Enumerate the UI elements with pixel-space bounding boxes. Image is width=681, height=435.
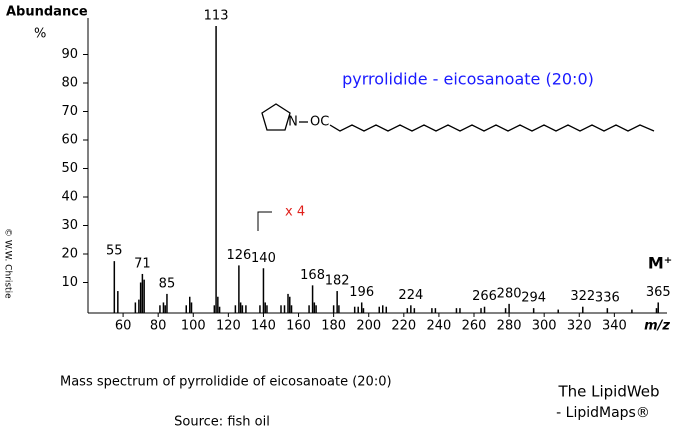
x-tick-label: 280 [497,319,522,334]
x-tick-label: 200 [356,319,381,334]
peak-label: 168 [300,268,325,283]
peak-label: 113 [204,9,229,24]
peak-label: 322 [570,289,595,304]
y-axis-unit: % [34,27,46,42]
peak-label: 280 [497,286,522,301]
y-tick-label: 30 [61,218,78,233]
peak-label: 266 [472,289,497,304]
y-tick-label: 90 [61,47,78,62]
x-tick-label: 120 [216,319,241,334]
source: Source: fish oil [174,415,270,430]
y-tick-label: 60 [61,133,78,148]
caption: Mass spectrum of pyrrolidide of eicosano… [60,375,392,390]
peak-label: 336 [595,291,620,306]
structure-atom: OC [310,115,329,130]
peak-label: 55 [106,244,123,259]
x-tick-label: 220 [391,319,416,334]
structure-atom: N [288,115,298,130]
y-tick-label: 50 [61,161,78,176]
x-tick-label: 180 [321,319,346,334]
x-tick-label: 260 [462,319,487,334]
peak-label: 182 [325,274,350,289]
peak-label: 196 [349,285,374,300]
x-tick-label: 320 [567,319,592,334]
x-tick-label: 160 [286,319,311,334]
peak-label: 224 [398,288,423,303]
y-axis-label: Abundance [6,5,88,20]
credit: The LipidWeb [557,383,659,401]
x-tick-label: 60 [115,319,132,334]
x-tick-label: 100 [181,319,206,334]
credit: - LipidMaps® [556,405,650,421]
chart-title: pyrrolidide - eicosanoate (20:0) [342,70,594,89]
y-tick-label: 40 [61,190,78,205]
x-tick-label: 80 [150,319,167,334]
structure [261,103,655,132]
peak-label: 71 [134,256,151,271]
y-tick-label: 80 [61,76,78,91]
annotation: x 4 [285,205,305,220]
x-tick-label: 240 [426,319,451,334]
peak-label: 85 [159,276,176,291]
y-tick-label: 10 [61,275,78,290]
y-tick-label: 20 [61,247,78,262]
peak-label: 294 [521,291,546,306]
x-tick-label: 140 [251,319,276,334]
copyright: © W.W. Christie [3,228,13,299]
peak-label: 140 [251,251,276,266]
annotation-bracket [257,211,272,231]
x-tick-label: 300 [532,319,557,334]
molecular-ion: M⁺ [648,254,672,273]
y-tick-label: 70 [61,104,78,119]
x-tick-label: 340 [602,319,627,334]
x-axis-label: m/z [644,319,670,334]
peak-label: 365 [646,285,671,300]
peak-label: 126 [226,248,251,263]
